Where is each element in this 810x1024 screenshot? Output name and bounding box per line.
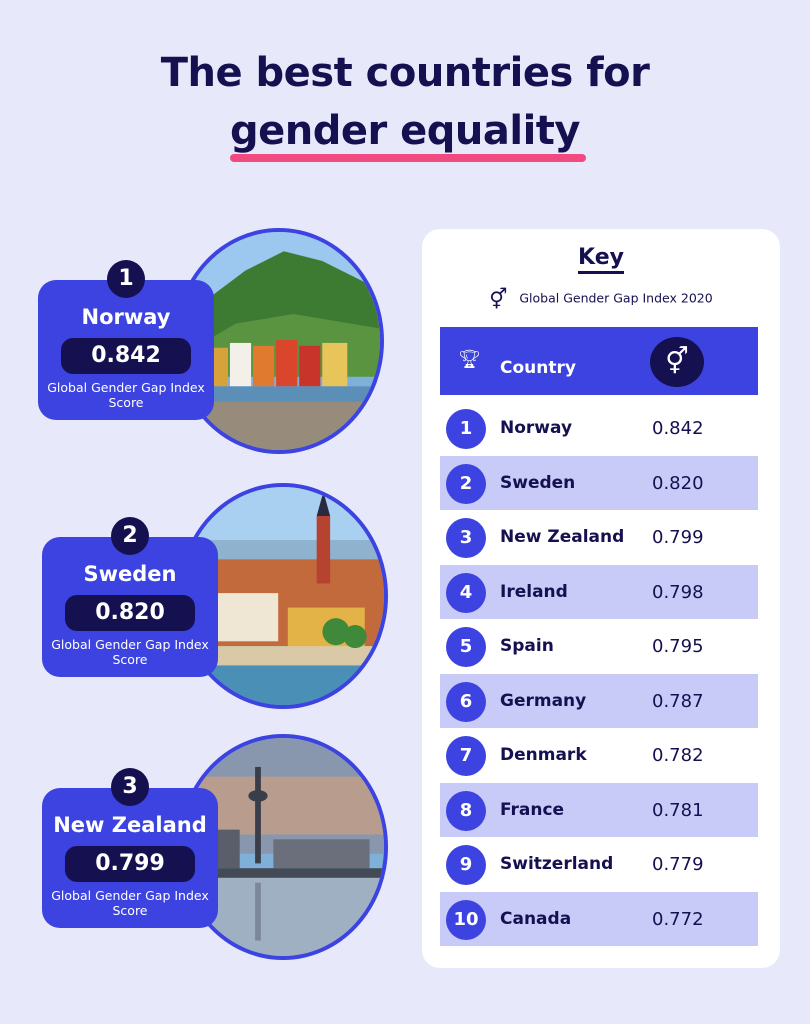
column-country-header: Country	[500, 358, 576, 378]
rank-badge: 8	[446, 790, 486, 831]
rank-badge: 3	[446, 518, 486, 558]
country-cell: Switzerland	[500, 854, 614, 874]
rank-badge: 10	[446, 899, 486, 940]
table-row: 5 Spain 0.795	[440, 619, 758, 674]
table-row: 9 Switzerland 0.779	[440, 837, 758, 892]
rank-badge: 9	[446, 845, 486, 885]
table-row: 10 Canada 0.772	[440, 891, 758, 946]
table-body: 1 Norway 0.842 2 Sweden 0.820 3 New Zeal…	[440, 401, 758, 946]
country-cell: Germany	[500, 690, 587, 711]
gender-symbol-icon: ⚥	[489, 287, 508, 311]
rank-badge: 6	[446, 681, 486, 722]
title-line-1: The best countries for	[160, 50, 650, 96]
score-value: 0.820	[65, 595, 195, 631]
rank-badge: 2	[446, 463, 486, 504]
score-label: Global Gender Gap Index Score	[51, 888, 209, 918]
rank-badge: 3	[111, 768, 149, 806]
score-cell: 0.787	[652, 690, 704, 712]
country-name: Sweden	[83, 562, 177, 586]
country-name: New Zealand	[53, 813, 207, 837]
key-legend-label: Global Gender Gap Index 2020	[519, 290, 713, 306]
score-cell: 0.782	[652, 745, 704, 766]
rank-badge: 4	[446, 572, 486, 613]
title-line-2: gender equality	[230, 108, 581, 154]
key-title: Key	[422, 245, 780, 274]
rank-badge: 5	[446, 627, 486, 667]
table-row: 1 Norway 0.842	[440, 401, 758, 456]
country-cell: New Zealand	[500, 527, 625, 547]
score-cell: 0.781	[652, 799, 704, 821]
rank-badge: 1	[446, 409, 486, 449]
country-cell: Denmark	[500, 745, 587, 765]
score-cell: 0.798	[652, 581, 704, 603]
score-cell: 0.842	[652, 418, 704, 439]
country-cell: Norway	[500, 418, 573, 438]
score-value: 0.799	[65, 846, 195, 882]
table-row: 2 Sweden 0.820	[440, 455, 758, 510]
country-cell: Ireland	[500, 581, 568, 602]
table-row: 6 Germany 0.787	[440, 673, 758, 728]
key-legend: ⚥ Global Gender Gap Index 2020	[422, 287, 780, 311]
country-name: Norway	[81, 305, 171, 329]
ranking-panel: Key ⚥ Global Gender Gap Index 2020 🏆︎ Co…	[422, 229, 780, 968]
score-cell: 0.795	[652, 636, 704, 657]
score-label: Global Gender Gap Index Score	[47, 380, 205, 410]
rank-badge: 2	[111, 517, 149, 555]
score-label: Global Gender Gap Index Score	[51, 637, 209, 667]
country-cell: Spain	[500, 636, 554, 656]
table-row: 3 New Zealand 0.799	[440, 510, 758, 565]
gender-symbol-icon: ⚥	[650, 337, 704, 387]
rank-badge: 7	[446, 736, 486, 776]
score-cell: 0.772	[652, 908, 704, 930]
table-row: 8 France 0.781	[440, 782, 758, 837]
score-cell: 0.799	[652, 527, 704, 548]
country-cell: France	[500, 799, 565, 820]
score-cell: 0.820	[652, 472, 704, 494]
trophy-icon: 🏆︎	[458, 349, 481, 370]
new-zealand-card: 3 New Zealand 0.799 Global Gender Gap In…	[42, 768, 218, 928]
score-cell: 0.779	[652, 854, 704, 875]
rank-badge: 1	[107, 260, 145, 298]
title-underline	[230, 154, 586, 162]
table-row: 7 Denmark 0.782	[440, 728, 758, 783]
score-value: 0.842	[61, 338, 191, 374]
norway-card: 1 Norway 0.842 Global Gender Gap Index S…	[38, 260, 214, 420]
country-cell: Canada	[500, 908, 572, 929]
key-title-text: Key	[578, 245, 624, 274]
page-title: The best countries for gender equality	[0, 44, 810, 160]
table-header: 🏆︎ Country ⚥	[440, 327, 758, 395]
table-row: 4 Ireland 0.798	[440, 564, 758, 619]
sweden-card: 2 Sweden 0.820 Global Gender Gap Index S…	[42, 517, 218, 677]
country-cell: Sweden	[500, 472, 576, 493]
